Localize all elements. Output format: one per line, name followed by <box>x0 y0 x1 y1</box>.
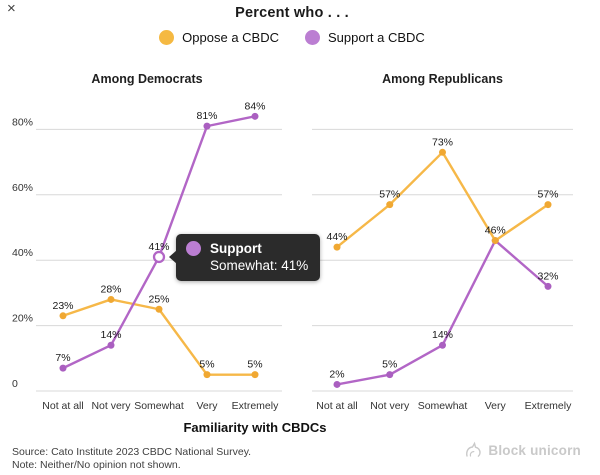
x-axis-title: Familiarity with CBDCs <box>183 420 327 435</box>
panel-title-republicans: Among Republicans <box>382 72 503 86</box>
x-tick-label: Extremely <box>525 400 572 412</box>
value-label: 28% <box>100 283 121 295</box>
data-point[interactable] <box>491 237 499 245</box>
data-point[interactable] <box>107 295 115 303</box>
x-tick-label: Somewhat <box>134 400 184 412</box>
data-point[interactable] <box>155 305 163 313</box>
data-point[interactable] <box>544 201 552 209</box>
watermark-label: Block unicorn <box>488 443 581 458</box>
watermark: Block unicorn <box>464 441 581 460</box>
value-label: 73% <box>432 136 453 148</box>
y-tick-label: 0 <box>12 378 18 390</box>
footnotes: Source: Cato Institute 2023 CBDC Nationa… <box>12 446 251 471</box>
tooltip-series-name: Support <box>210 241 262 256</box>
tooltip-series-dot-icon <box>186 241 201 256</box>
data-point[interactable] <box>203 371 211 379</box>
value-label: 7% <box>55 352 70 364</box>
value-label: 81% <box>196 110 217 122</box>
y-tick-label: 60% <box>12 182 33 194</box>
y-tick-label: 80% <box>12 116 33 128</box>
series-line <box>335 151 550 249</box>
support-dot-icon <box>305 30 320 45</box>
value-label: 25% <box>148 293 169 305</box>
value-label: 46% <box>485 225 506 237</box>
source-note: Source: Cato Institute 2023 CBDC Nationa… <box>12 446 252 458</box>
x-tick-label: Not at all <box>42 400 83 412</box>
value-label: 44% <box>326 231 347 243</box>
data-point[interactable] <box>386 201 394 209</box>
value-label: 57% <box>379 189 400 201</box>
value-label: 57% <box>537 189 558 201</box>
x-tick-label: Somewhat <box>418 400 468 412</box>
legend-label: Support a CBDC <box>328 30 425 45</box>
close-icon[interactable]: × <box>7 0 16 17</box>
data-point[interactable] <box>251 371 259 379</box>
x-tick-label: Not at all <box>316 400 357 412</box>
display-note: Note: Neither/No opinion not shown. <box>12 458 181 471</box>
data-point[interactable] <box>439 341 446 349</box>
data-point[interactable] <box>333 380 341 388</box>
tooltip-value-text: Somewhat: 41% <box>210 258 309 273</box>
data-point[interactable] <box>333 243 341 251</box>
value-label: 5% <box>247 359 262 371</box>
value-label: 5% <box>382 359 397 371</box>
series-line <box>335 239 550 386</box>
x-tick-label: Very <box>485 400 507 412</box>
data-point[interactable] <box>59 312 67 320</box>
x-tick-label: Not very <box>370 400 410 412</box>
value-label: 14% <box>432 329 453 341</box>
data-point[interactable] <box>439 148 446 156</box>
data-point[interactable] <box>203 122 211 130</box>
page-title: Percent who . . . <box>235 5 349 21</box>
data-point[interactable] <box>107 341 115 349</box>
legend: Oppose a CBDC Support a CBDC <box>0 30 584 45</box>
x-tick-label: Not very <box>91 400 131 412</box>
value-label: 41% <box>148 241 169 253</box>
hovered-data-point[interactable] <box>152 250 166 264</box>
panel-title-democrats: Among Democrats <box>91 72 203 86</box>
legend-item-support[interactable]: Support a CBDC <box>305 30 425 45</box>
data-point[interactable] <box>251 112 259 120</box>
data-point[interactable] <box>386 371 394 379</box>
tooltip: Support Somewhat: 41% <box>169 234 321 281</box>
tooltip-caret-icon <box>169 250 177 264</box>
value-label: 32% <box>537 270 558 282</box>
value-label: 2% <box>329 368 344 380</box>
legend-item-oppose[interactable]: Oppose a CBDC <box>159 30 279 45</box>
x-tick-label: Extremely <box>232 400 279 412</box>
unicorn-icon <box>466 441 482 457</box>
legend-label: Oppose a CBDC <box>182 30 279 45</box>
x-tick-label: Very <box>196 400 218 412</box>
value-label: 14% <box>100 329 121 341</box>
value-label: 5% <box>199 359 214 371</box>
oppose-dot-icon <box>159 30 175 45</box>
y-tick-label: 40% <box>12 247 33 259</box>
data-point[interactable] <box>544 282 552 290</box>
value-label: 84% <box>244 100 265 112</box>
value-label: 23% <box>52 300 73 312</box>
data-point[interactable] <box>59 364 67 372</box>
y-tick-label: 20% <box>12 313 33 325</box>
